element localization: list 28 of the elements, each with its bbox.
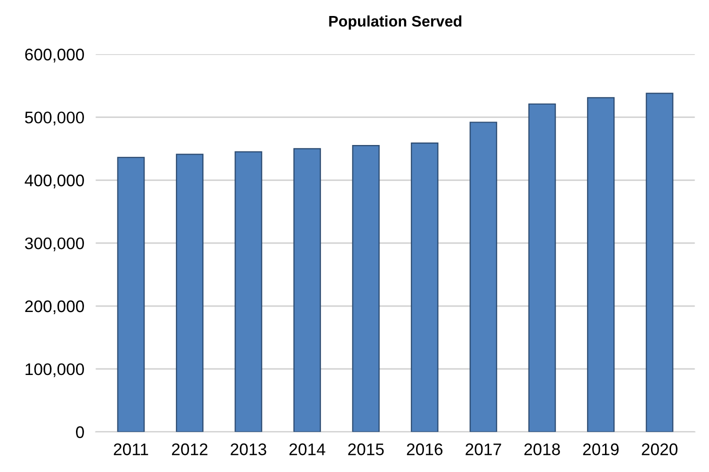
chart-title: Population Served [329,15,462,30]
bar [528,103,556,432]
bar [646,92,674,432]
bar [293,148,321,432]
x-tick-label: 2015 [348,443,384,456]
bar [117,156,145,432]
x-tick-label: 2019 [583,443,619,456]
y-tick-label: 600,000 [25,48,84,62]
x-tick-label: 2020 [642,443,678,456]
x-tick-label: 2014 [289,443,326,456]
x-tick-label: 2012 [172,443,208,456]
bar [234,151,262,432]
bar [470,122,498,432]
y-tick-label: 100,000 [26,363,84,378]
x-tick-label: 2016 [406,443,442,456]
y-tick-label: 300,000 [25,237,84,252]
bar [176,154,204,432]
bar [352,144,380,432]
y-tick-label: 500,000 [25,112,84,126]
x-tick-label: 2011 [114,443,148,456]
x-tick-label: 2017 [466,443,502,456]
x-tick-label: 2018 [524,443,560,456]
y-tick-label: 400,000 [24,174,84,188]
bar [587,97,615,432]
y-tick-label: 0 [76,426,84,438]
x-tick-label: 2013 [230,443,266,456]
bar [410,142,438,432]
y-tick-label: 200,000 [25,300,84,314]
